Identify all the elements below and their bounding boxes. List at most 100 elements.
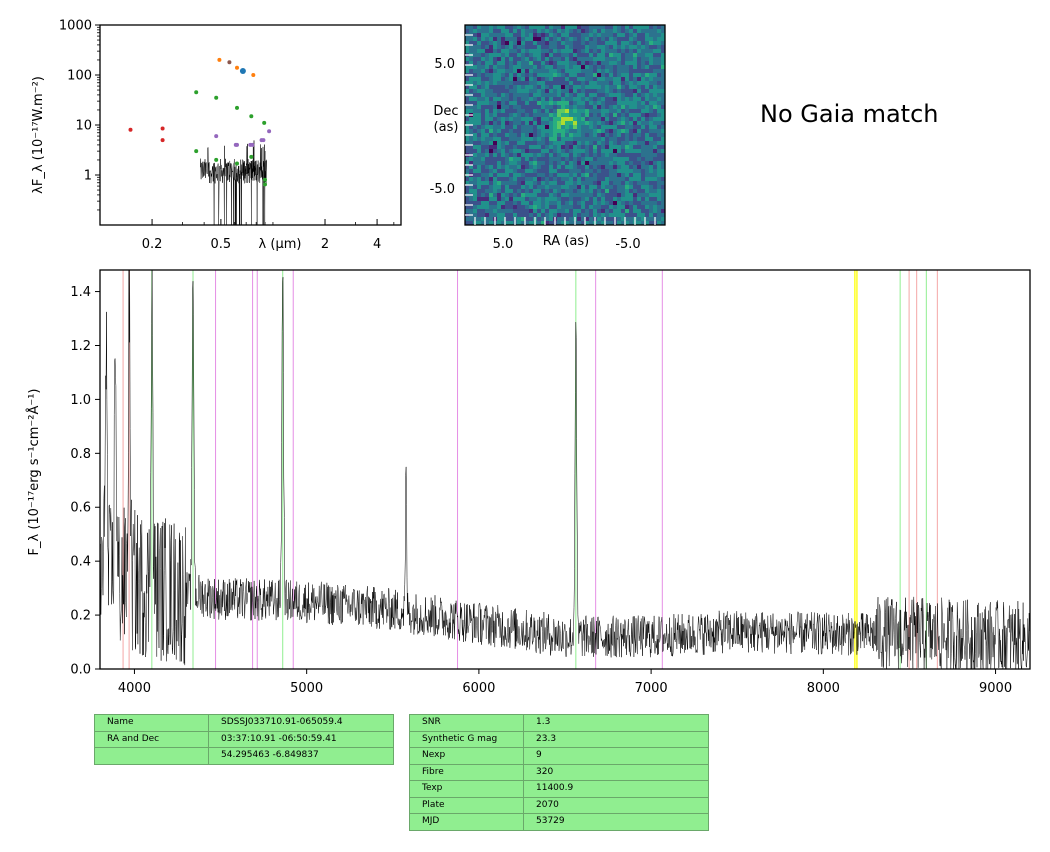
image-pixel [473, 89, 478, 94]
image-pixel [617, 101, 622, 106]
image-pixel [477, 217, 482, 222]
image-pixel [473, 37, 478, 42]
image-pixel [593, 161, 598, 166]
image-pixel [553, 29, 558, 34]
image-pixel [585, 149, 590, 154]
image-pixel [657, 89, 662, 94]
image-pixel [645, 61, 650, 66]
image-pixel [609, 205, 614, 210]
image-pixel [605, 173, 610, 178]
image-pixel [505, 81, 510, 86]
image-pixel [561, 193, 566, 198]
image-pixel [529, 189, 534, 194]
image-pixel [493, 69, 498, 74]
image-pixel [581, 169, 586, 174]
image-pixel [637, 105, 642, 110]
image-pixel [493, 45, 498, 50]
image-pixel [625, 193, 630, 198]
image-pixel [657, 157, 662, 162]
image-pixel [549, 33, 554, 38]
image-pixel [501, 77, 506, 82]
image-pixel [477, 53, 482, 58]
image-pixel [465, 45, 470, 50]
image-pixel [469, 61, 474, 66]
image-pixel [625, 221, 630, 226]
image-pixel [477, 169, 482, 174]
image-pixel [505, 177, 510, 182]
image-pixel [597, 173, 602, 178]
image-pixel [609, 201, 614, 206]
image-pixel [493, 101, 498, 106]
image-pixel [597, 169, 602, 174]
image-pixel [605, 77, 610, 82]
image-pixel [549, 161, 554, 166]
image-pixel [537, 29, 542, 34]
image-pixel [469, 217, 474, 222]
image-pixel [629, 201, 634, 206]
image-pixel [653, 57, 658, 62]
image-pixel [605, 193, 610, 198]
image-pixel [645, 57, 650, 62]
image-pixel [545, 165, 550, 170]
image-pixel [601, 157, 606, 162]
image-pixel [617, 77, 622, 82]
image-pixel [613, 169, 618, 174]
image-pixel [625, 25, 630, 30]
image-pixel [609, 189, 614, 194]
image-pixel [513, 209, 518, 214]
image-pixel [525, 133, 530, 138]
image-pixel [613, 45, 618, 50]
image-pixel [489, 141, 494, 146]
image-pixel [621, 73, 626, 78]
image-pixel [529, 25, 534, 30]
image-pixel [477, 77, 482, 82]
image-pixel [493, 149, 498, 154]
image-pixel [497, 129, 502, 134]
image-pixel [653, 137, 658, 142]
image-pixel [605, 97, 610, 102]
image-pixel [485, 205, 490, 210]
image-pixel [653, 129, 658, 134]
image-pixel [617, 97, 622, 102]
image-pixel [581, 109, 586, 114]
image-pixel [565, 45, 570, 50]
image-pixel [633, 145, 638, 150]
image-pixel [613, 137, 618, 142]
image-pixel [533, 45, 538, 50]
image-pixel [561, 113, 566, 118]
image-pixel [629, 117, 634, 122]
image-pixel [533, 89, 538, 94]
image-pixel [493, 81, 498, 86]
image-pixel [605, 217, 610, 222]
info-row-right: Plate 2070 [409, 796, 709, 814]
image-pixel [645, 205, 650, 210]
image-pixel [649, 197, 654, 202]
image-pixel [613, 97, 618, 102]
image-pixel [605, 37, 610, 42]
info-row-right: Nexp 9 [409, 747, 709, 765]
image-pixel [617, 213, 622, 218]
image-pixel [617, 41, 622, 46]
image-pixel [501, 57, 506, 62]
image-pixel [481, 189, 486, 194]
image-pixel [609, 129, 614, 134]
image-pixel [509, 117, 514, 122]
image-pixel [645, 173, 650, 178]
image-pixel [657, 33, 662, 38]
image-pixel [601, 65, 606, 70]
image-pixel [517, 185, 522, 190]
image-pixel [505, 189, 510, 194]
image-pixel [509, 93, 514, 98]
image-pixel [465, 177, 470, 182]
image-pixel [501, 81, 506, 86]
image-pixel [649, 165, 654, 170]
image-pixel [645, 201, 650, 206]
image-pixel [621, 85, 626, 90]
image-pixel [477, 221, 482, 226]
image-pixel [605, 81, 610, 86]
image-pixel [637, 169, 642, 174]
image-pixel [513, 129, 518, 134]
image-pixel [529, 217, 534, 222]
image-pixel [497, 169, 502, 174]
image-pixel [565, 85, 570, 90]
